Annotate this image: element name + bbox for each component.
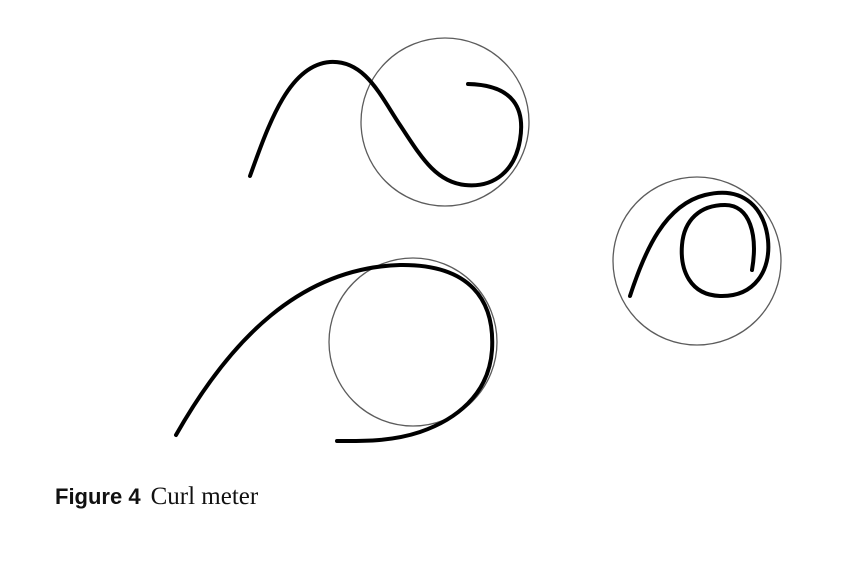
curl-line-top [248, 59, 524, 188]
curl-example-bottom [174, 257, 498, 444]
figure-caption: Figure 4 Curl meter [55, 484, 258, 509]
figure-label: Figure 4 [55, 484, 141, 509]
guide-circle-top [360, 37, 530, 207]
guide-circle-bottom [328, 257, 498, 427]
curl-line-bottom [174, 262, 495, 444]
curl-line-right [628, 190, 771, 299]
curl-example-top [248, 37, 530, 207]
figure-title: Curl meter [150, 483, 259, 510]
guide-circle-right [612, 176, 782, 346]
curl-example-right [612, 176, 782, 346]
